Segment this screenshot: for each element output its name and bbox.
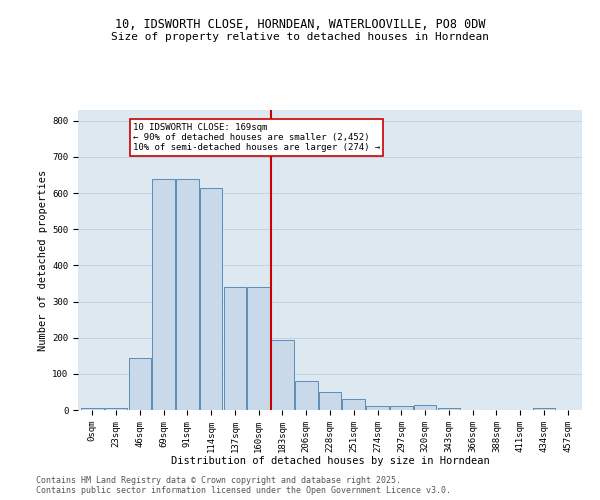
Bar bbox=[295, 381, 317, 410]
Bar bbox=[224, 287, 246, 410]
Bar bbox=[247, 287, 270, 410]
Bar bbox=[533, 408, 555, 410]
X-axis label: Distribution of detached houses by size in Horndean: Distribution of detached houses by size … bbox=[170, 456, 490, 466]
Text: 10, IDSWORTH CLOSE, HORNDEAN, WATERLOOVILLE, PO8 0DW: 10, IDSWORTH CLOSE, HORNDEAN, WATERLOOVI… bbox=[115, 18, 485, 30]
Bar bbox=[128, 358, 151, 410]
Text: Contains HM Land Registry data © Crown copyright and database right 2025.
Contai: Contains HM Land Registry data © Crown c… bbox=[36, 476, 451, 495]
Text: 10 IDSWORTH CLOSE: 169sqm
← 90% of detached houses are smaller (2,452)
10% of se: 10 IDSWORTH CLOSE: 169sqm ← 90% of detac… bbox=[133, 122, 380, 152]
Bar bbox=[366, 406, 389, 410]
Bar bbox=[176, 178, 199, 410]
Bar bbox=[414, 404, 436, 410]
Bar bbox=[200, 188, 223, 410]
Bar bbox=[105, 408, 127, 410]
Bar bbox=[390, 406, 413, 410]
Bar bbox=[437, 408, 460, 410]
Bar bbox=[81, 408, 104, 410]
Y-axis label: Number of detached properties: Number of detached properties bbox=[38, 170, 48, 350]
Bar bbox=[271, 340, 294, 410]
Bar bbox=[343, 399, 365, 410]
Bar bbox=[152, 178, 175, 410]
Bar bbox=[319, 392, 341, 410]
Text: Size of property relative to detached houses in Horndean: Size of property relative to detached ho… bbox=[111, 32, 489, 42]
